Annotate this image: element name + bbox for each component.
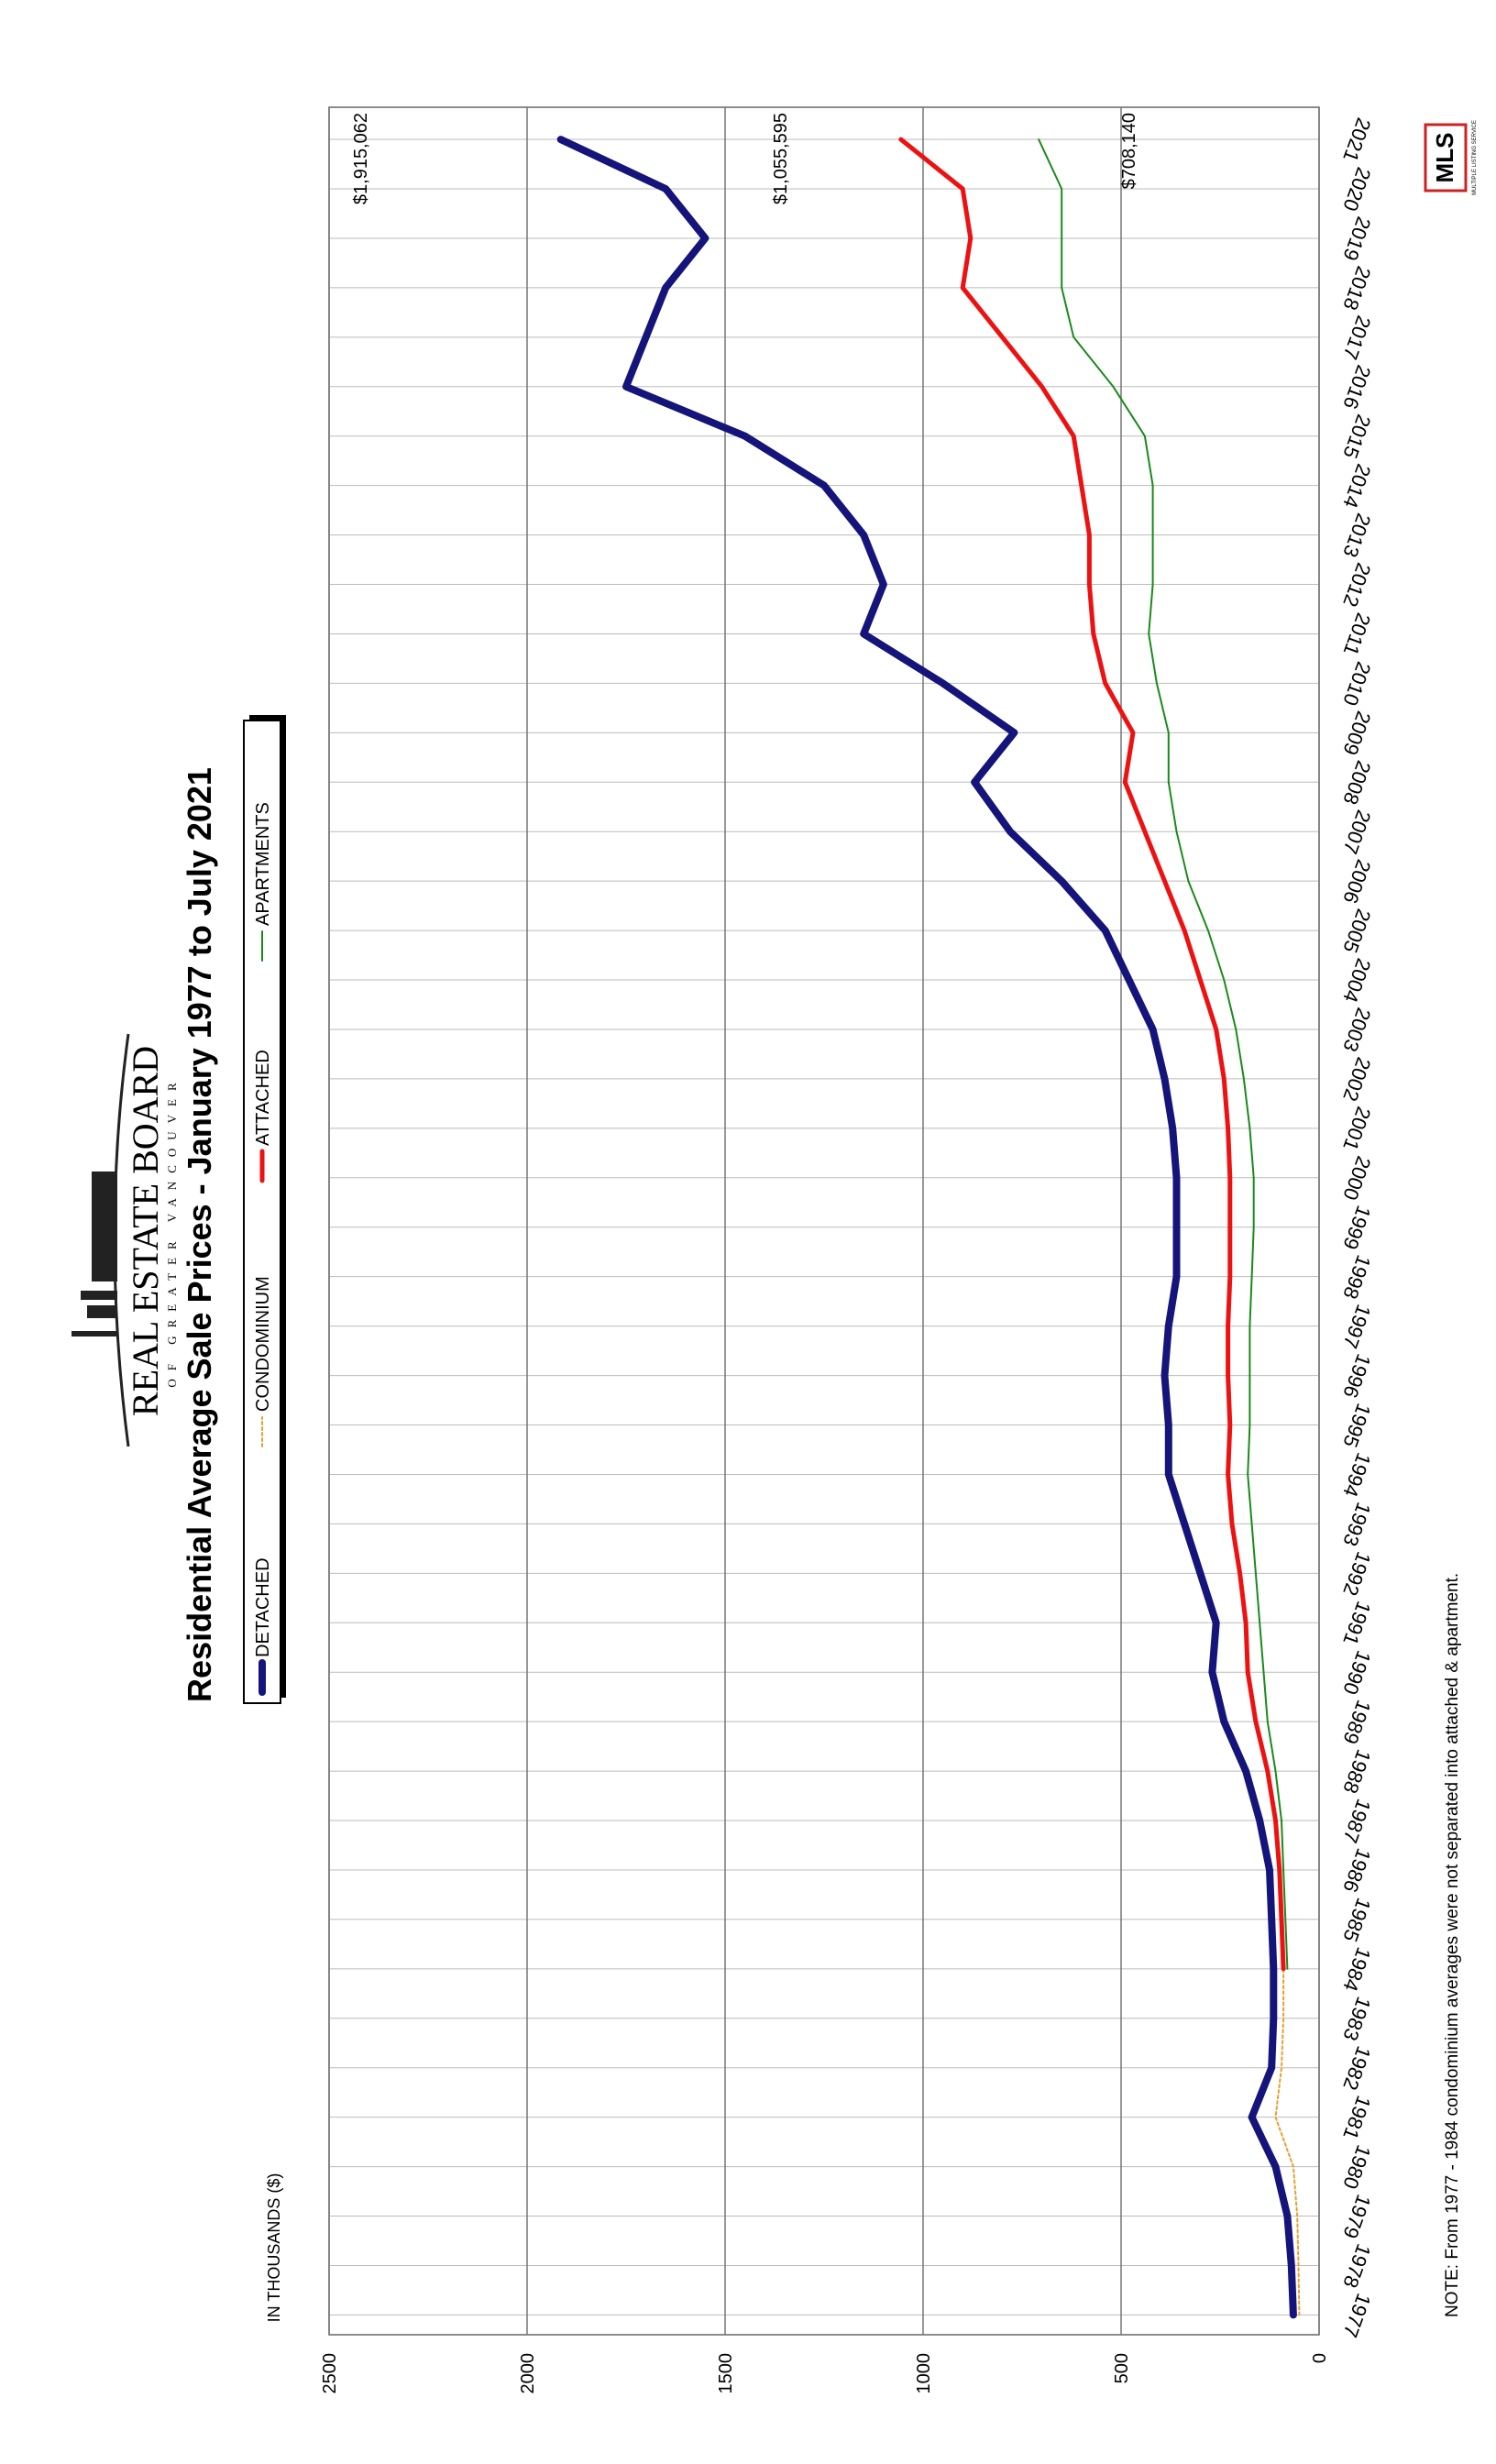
mls-name: MLS: [1431, 133, 1458, 183]
x-tick-label: 2019: [1338, 214, 1375, 264]
x-tick-label: 2009: [1338, 709, 1375, 759]
x-tick-label: 1986: [1338, 1845, 1375, 1896]
x-tick-label: 1988: [1338, 1746, 1375, 1797]
x-tick-label: 2013: [1338, 511, 1375, 561]
series-line: [1274, 1967, 1301, 2316]
x-tick-label: 1991: [1338, 1599, 1375, 1649]
x-tick-label: 1987: [1338, 1796, 1375, 1846]
y-tick-label: 2000: [518, 2353, 538, 2394]
x-tick-label: 1980: [1338, 2142, 1375, 2193]
annotation: $708,140: [1119, 113, 1139, 189]
x-tick-label: 1981: [1338, 2093, 1375, 2143]
x-tick-label: 2002: [1338, 1054, 1375, 1105]
annotation: $1,915,062: [351, 113, 371, 204]
chart-title: Residential Average Sale Prices - Januar…: [181, 767, 218, 1702]
x-tick-label: 1985: [1338, 1895, 1375, 1945]
x-tick-label: 2001: [1338, 1104, 1375, 1154]
x-tick-label: 1998: [1338, 1252, 1375, 1303]
x-tick-label: 2004: [1338, 955, 1375, 1006]
mls-sub: MULTIPLE LISTING SERVICE: [1472, 120, 1478, 195]
logo-name: REAL ESTATE BOARD: [125, 1046, 166, 1416]
logo-skyline: [92, 1172, 117, 1282]
x-tick-label: 2010: [1338, 659, 1375, 710]
x-tick-label: 1996: [1338, 1351, 1375, 1402]
annotation: $1,055,595: [771, 113, 791, 204]
x-tick-label: 1992: [1338, 1549, 1375, 1600]
legend-box: [243, 720, 281, 1704]
legend-label: DETACHED: [253, 1557, 273, 1657]
mls-box: [1424, 123, 1468, 192]
y-tick-label: 500: [1112, 2353, 1132, 2383]
y-tick-label: 0: [1310, 2353, 1330, 2363]
logo: REAL ESTATE BOARD OF GREATER VANCOUVER: [72, 1033, 179, 1447]
legend: DETACHED CONDOMINIUM ATTACHED APARTMENTS: [243, 715, 286, 1704]
logo-sub: OF GREATER VANCOUVER: [165, 1074, 179, 1387]
y-tick-label: 1500: [716, 2353, 736, 2394]
x-tick-label: 1983: [1338, 1994, 1375, 2044]
x-tick-label: 1994: [1338, 1450, 1375, 1501]
x-tick-label: 2015: [1338, 412, 1375, 462]
y-axis-label: IN THOUSANDS ($): [265, 2173, 283, 2323]
x-tick-label: 1982: [1338, 2043, 1375, 2094]
logo-skyline: [72, 1331, 117, 1336]
x-tick-label: 2005: [1338, 906, 1375, 956]
y-tick-label: 2500: [320, 2353, 340, 2394]
x-tick-label: 1995: [1338, 1401, 1375, 1451]
legend-label: CONDOMINIUM: [253, 1276, 273, 1412]
legend-label: ATTACHED: [253, 1050, 273, 1146]
x-tick-label: 1990: [1338, 1647, 1375, 1698]
x-tick-label: 2012: [1338, 560, 1375, 610]
x-tick-label: 2017: [1338, 313, 1375, 363]
mls-logo: MLS MULTIPLE LISTING SERVICE: [1424, 120, 1478, 195]
x-tick-label: 2008: [1338, 758, 1375, 808]
x-tick-label: 2020: [1338, 164, 1375, 214]
y-tick-label: 1000: [914, 2353, 934, 2394]
x-tick-label: 1999: [1338, 1203, 1375, 1253]
x-tick-label: 2011: [1339, 610, 1376, 658]
x-tick-label: 2000: [1338, 1153, 1375, 1204]
x-tick-label: 1997: [1338, 1302, 1375, 1352]
note: NOTE: From 1977 - 1984 condominium avera…: [1443, 1573, 1462, 2317]
x-tick-label: 2003: [1338, 1005, 1375, 1055]
rotated-chart: Residential Average Sale Prices - Januar…: [72, 106, 1478, 2394]
x-tick-label: 2006: [1338, 856, 1375, 907]
series-line: [898, 137, 1286, 1972]
x-tick-label: 2016: [1338, 362, 1375, 412]
x-tick-label: 1979: [1338, 2192, 1375, 2242]
x-tick-label: 1978: [1338, 2241, 1375, 2292]
series-line: [556, 136, 1297, 2319]
x-tick-label: 2018: [1338, 263, 1375, 314]
x-tick-label: 2021: [1338, 115, 1375, 165]
x-tick-label: 1989: [1338, 1697, 1375, 1747]
legend-label: APARTMENTS: [253, 802, 273, 926]
logo-mountain: [113, 1033, 130, 1447]
logo-skyline: [81, 1291, 117, 1300]
logo-skyline: [87, 1305, 117, 1318]
x-tick-label: 1977: [1338, 2291, 1375, 2341]
x-tick-label: 2007: [1338, 807, 1375, 857]
x-tick-label: 1993: [1338, 1500, 1375, 1550]
series-line: [1038, 138, 1289, 1970]
plot-area: [328, 106, 1320, 2336]
x-tick-label: 1984: [1338, 1944, 1375, 1995]
x-tick-label: 2014: [1338, 461, 1375, 512]
